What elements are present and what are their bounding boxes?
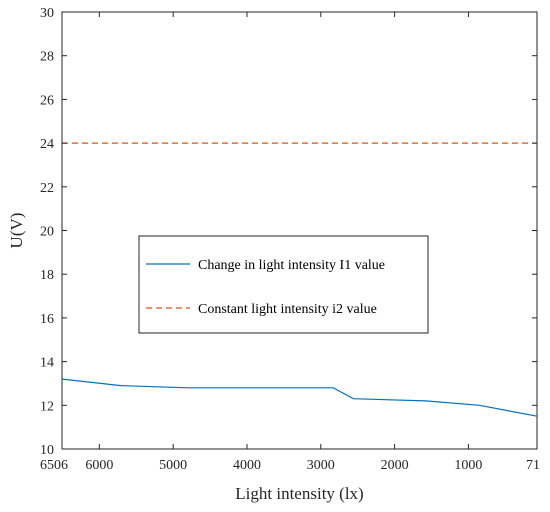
y-tick-label: 20 [40, 225, 54, 240]
x-tick-label: 5000 [159, 458, 187, 473]
legend-entry-series-1: Change in light intensity I1 value [198, 258, 385, 273]
x-tick-label: 6000 [85, 458, 113, 473]
plot-area-border [61, 11, 538, 450]
y-tick-label: 22 [40, 181, 54, 196]
x-axis-label: Light intensity (lx) [235, 484, 363, 503]
y-tick-label: 30 [40, 6, 54, 21]
x-tick-label: 3000 [307, 458, 335, 473]
x-tick-label: 2000 [381, 458, 409, 473]
y-tick-label: 16 [40, 312, 54, 327]
x-tick-label: 71 [526, 458, 540, 473]
y-tick-label: 12 [40, 399, 54, 414]
y-axis-label: U(V) [7, 213, 26, 249]
y-tick-label: 10 [40, 443, 54, 458]
y-tick-label: 24 [40, 137, 54, 152]
ticks-layer: 10 12 14 16 18 20 22 24 26 28 30 6506 6000 5000 4000 30… [40, 6, 540, 473]
plot-frame [61, 11, 538, 450]
x-tick-label: 4000 [233, 458, 261, 473]
x-tick-label: 1000 [454, 458, 482, 473]
legend: Change in light intensity I1 value Const… [138, 235, 429, 334]
y-tick-label: 26 [40, 93, 54, 108]
legend-box [138, 235, 429, 334]
y-tick-label: 14 [40, 356, 54, 371]
series-line-1 [61, 378, 538, 417]
y-tick-label: 28 [40, 50, 54, 65]
series-layer [61, 142, 538, 417]
y-tick-label: 18 [40, 268, 54, 283]
legend-entry-series-2: Constant light intensity i2 value [198, 302, 377, 317]
x-tick-label: 6506 [40, 458, 68, 473]
